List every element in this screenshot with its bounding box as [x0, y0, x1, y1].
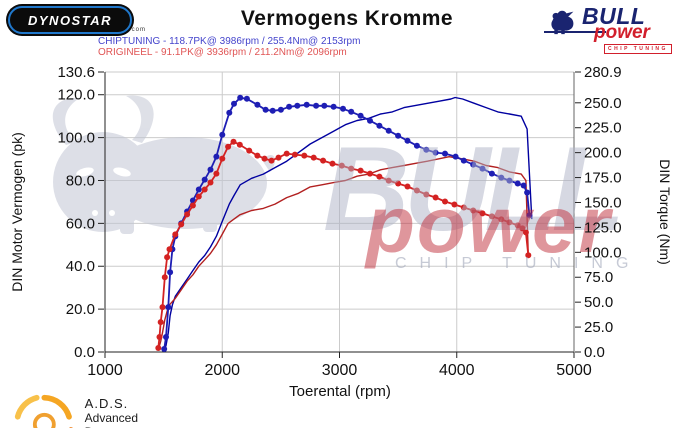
- series-chiptuning-koppel-nm: [161, 94, 533, 352]
- left-axis-title: DIN Motor Vermogen (pk): [9, 132, 25, 292]
- x-axis-title: Toerental (rpm): [289, 383, 391, 400]
- svg-text:CHIP TUNING: CHIP TUNING: [395, 255, 641, 272]
- ads-logo: A.D.S. Advanced Dyno Station: [12, 392, 145, 428]
- svg-text:5000: 5000: [556, 362, 592, 379]
- ads-swirl-icon: [14, 394, 73, 428]
- ads-full-name: Advanced Dyno Station: [84, 410, 139, 428]
- svg-text:2000: 2000: [204, 362, 240, 379]
- bullpower-logo-underline: [544, 31, 606, 33]
- svg-text:4000: 4000: [439, 362, 475, 379]
- svg-text:175.0: 175.0: [584, 170, 622, 187]
- legend: CHIPTUNING - 118.7PK@ 3986rpm / 255.4Nm@…: [98, 36, 361, 58]
- bullpower-logo-bull: BULL: [582, 3, 646, 29]
- page-title: Vermogens Kromme: [240, 7, 454, 30]
- svg-text:40.0: 40.0: [66, 258, 95, 275]
- series-origineel-koppel-nm: [155, 138, 532, 351]
- svg-text:225.0: 225.0: [584, 120, 622, 137]
- svg-text:50.0: 50.0: [584, 294, 613, 311]
- svg-text:75.0: 75.0: [584, 269, 613, 286]
- bull-icon: [551, 10, 574, 35]
- svg-text:3000: 3000: [322, 362, 358, 379]
- bullpower-logo: BULL power CHIP TUNING: [544, 3, 686, 54]
- svg-text:280.9: 280.9: [584, 64, 622, 81]
- axis-labels: 0.0 20.0 40.0 60.0 80.0 100.0 120.0 130.6 0.0 25.…: [9, 64, 673, 400]
- svg-text:120.0: 120.0: [57, 87, 95, 104]
- svg-text:250.0: 250.0: [584, 95, 622, 112]
- svg-text:100.0: 100.0: [584, 244, 622, 261]
- svg-text:BULL: BULL: [323, 122, 619, 256]
- svg-text:power: power: [364, 180, 613, 269]
- svg-text:80.0: 80.0: [66, 172, 95, 189]
- svg-text:200.0: 200.0: [584, 145, 622, 162]
- dynostar-logo-text: DYNOSTAR: [28, 12, 112, 28]
- ads-abbr: A.D.S.: [84, 395, 129, 411]
- svg-text:0.0: 0.0: [584, 344, 605, 361]
- bullpower-logo-power: power: [594, 22, 650, 43]
- bullpower-logo-chiptuning: CHIP TUNING: [604, 44, 672, 54]
- dynostar-logo-suffix: .com: [129, 27, 147, 33]
- legend-chiptuning: CHIPTUNING - 118.7PK@ 3986rpm / 255.4Nm@…: [98, 36, 361, 47]
- bull-watermark: [52, 95, 276, 234]
- svg-text:20.0: 20.0: [66, 301, 95, 318]
- svg-text:60.0: 60.0: [66, 215, 95, 232]
- legend-origineel: ORIGINEEL - 91.1PK@ 3936rpm / 211.2Nm@ 2…: [98, 46, 347, 58]
- svg-text:150.0: 150.0: [584, 194, 622, 211]
- series-chiptuning-vermogen-pk: [163, 96, 533, 351]
- svg-text:25.0: 25.0: [584, 319, 613, 336]
- svg-text:1000: 1000: [87, 362, 123, 379]
- ads-text: A.D.S. Advanced Dyno Station: [85, 396, 146, 428]
- dynostar-logo: DYNOSTAR: [8, 6, 132, 34]
- svg-text:100.0: 100.0: [57, 130, 95, 147]
- svg-text:0.0: 0.0: [74, 344, 95, 361]
- right-axis-title: DIN Torque (Nm): [657, 159, 673, 265]
- svg-text:130.6: 130.6: [57, 64, 95, 81]
- svg-text:125.0: 125.0: [584, 219, 622, 236]
